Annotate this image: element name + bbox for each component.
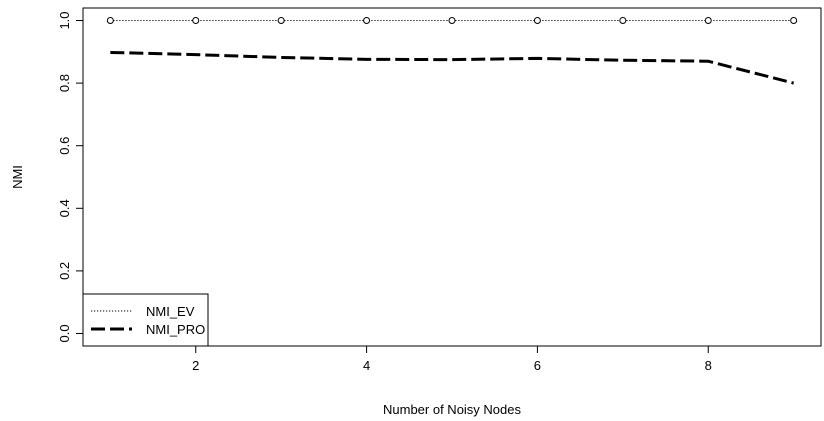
y-axis-label: NMI bbox=[10, 165, 25, 189]
data-point bbox=[277, 17, 285, 25]
y-tick-label: 0.8 bbox=[57, 74, 72, 92]
legend: NMI_EV NMI_PRO bbox=[82, 293, 209, 347]
legend-box bbox=[82, 293, 209, 347]
y-tick-label: 1.0 bbox=[57, 11, 72, 29]
x-axis: 2 4 6 8 bbox=[192, 346, 712, 373]
data-point bbox=[704, 17, 712, 25]
y-tick-label: 0.2 bbox=[57, 262, 72, 280]
data-point bbox=[106, 17, 114, 25]
data-point bbox=[790, 17, 798, 25]
x-axis-label: Number of Noisy Nodes bbox=[383, 402, 521, 417]
y-tick-label: 0.0 bbox=[57, 324, 72, 342]
plot-frame bbox=[82, 7, 822, 347]
series-line-2 bbox=[110, 50, 795, 85]
y-tick-label: 0.4 bbox=[57, 199, 72, 217]
data-point bbox=[363, 17, 371, 25]
y-tick-label: 0.6 bbox=[57, 137, 72, 155]
legend-label: NMI_PRO bbox=[146, 322, 205, 337]
x-tick-label: 8 bbox=[705, 358, 712, 373]
x-tick-label: 6 bbox=[534, 358, 541, 373]
x-tick-label: 2 bbox=[192, 358, 199, 373]
legend-label: NMI_EV bbox=[146, 304, 195, 319]
data-point bbox=[192, 17, 200, 25]
x-tick-label: 4 bbox=[363, 358, 370, 373]
data-point bbox=[533, 17, 541, 25]
data-point bbox=[619, 17, 627, 25]
data-point bbox=[448, 17, 456, 25]
y-axis: 0.0 0.2 0.4 0.6 0.8 1.0 bbox=[57, 11, 83, 343]
series-layer bbox=[106, 17, 798, 85]
